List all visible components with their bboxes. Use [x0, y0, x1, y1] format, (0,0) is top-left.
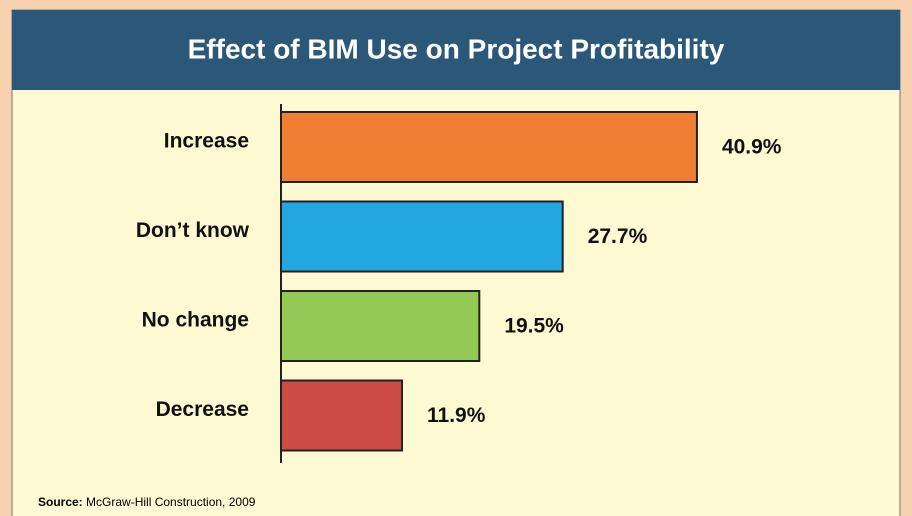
source-label: Source:	[38, 495, 83, 509]
bar	[280, 379, 404, 452]
value-label: 40.9%	[722, 136, 782, 159]
source-text: McGraw-Hill Construction, 2009	[86, 495, 256, 509]
value-label: 11.9%	[427, 404, 486, 427]
value-label: 27.7%	[588, 225, 648, 248]
header	[12, 10, 900, 90]
bar	[280, 290, 481, 362]
category-label: Increase	[164, 130, 249, 153]
bar	[280, 111, 698, 183]
category-label: No change	[142, 309, 249, 332]
source: Source: McGraw-Hill Construction, 2009	[38, 495, 256, 509]
category-label: Decrease	[156, 398, 249, 421]
chart-title: Effect of BIM Use on Project Profitabili…	[188, 33, 725, 64]
category-label: Don’t know	[136, 219, 250, 242]
value-label: 19.5%	[504, 315, 564, 338]
bar	[280, 200, 564, 273]
